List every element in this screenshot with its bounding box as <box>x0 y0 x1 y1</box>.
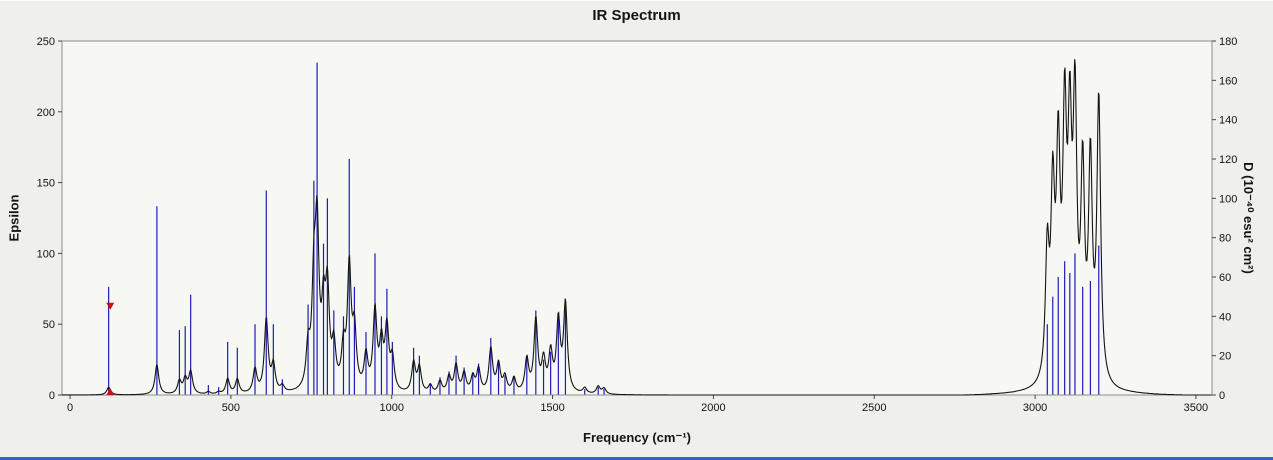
right-tick-label: 120 <box>1219 154 1237 166</box>
right-tick-label: 100 <box>1219 193 1237 205</box>
x-tick-label: 1500 <box>540 402 564 414</box>
left-tick-label: 250 <box>37 36 55 48</box>
right-tick-label: 0 <box>1219 390 1225 402</box>
right-tick-label: 40 <box>1219 311 1231 323</box>
left-tick-label: 150 <box>37 178 55 190</box>
left-tick-label: 0 <box>49 390 55 402</box>
chart-title: IR Spectrum <box>592 7 681 24</box>
right-tick-label: 60 <box>1219 272 1231 284</box>
right-tick-label: 140 <box>1219 115 1237 127</box>
mode-marker-bottom <box>106 388 115 396</box>
x-tick-label: 500 <box>222 402 240 414</box>
x-tick-label: 3000 <box>1023 402 1047 414</box>
x-tick-label: 0 <box>67 402 73 414</box>
left-tick-label: 50 <box>43 319 55 331</box>
x-tick-label: 2000 <box>701 402 725 414</box>
left-tick-label: 100 <box>37 248 55 260</box>
x-tick-label: 2500 <box>862 402 886 414</box>
plot-area <box>61 40 1213 396</box>
mode-marker-top <box>106 302 115 310</box>
right-tick-label: 80 <box>1219 233 1231 245</box>
right-tick-label: 20 <box>1219 351 1231 363</box>
left-tick-label: 200 <box>37 107 55 119</box>
epsilon-curve <box>62 59 1212 396</box>
right-tick-label: 180 <box>1219 36 1237 48</box>
right-tick-label: 160 <box>1219 75 1237 87</box>
x-tick-label: 3500 <box>1184 402 1208 414</box>
x-tick-label: 1000 <box>379 402 403 414</box>
x-axis-label: Frequency (cm⁻¹) <box>583 430 691 445</box>
